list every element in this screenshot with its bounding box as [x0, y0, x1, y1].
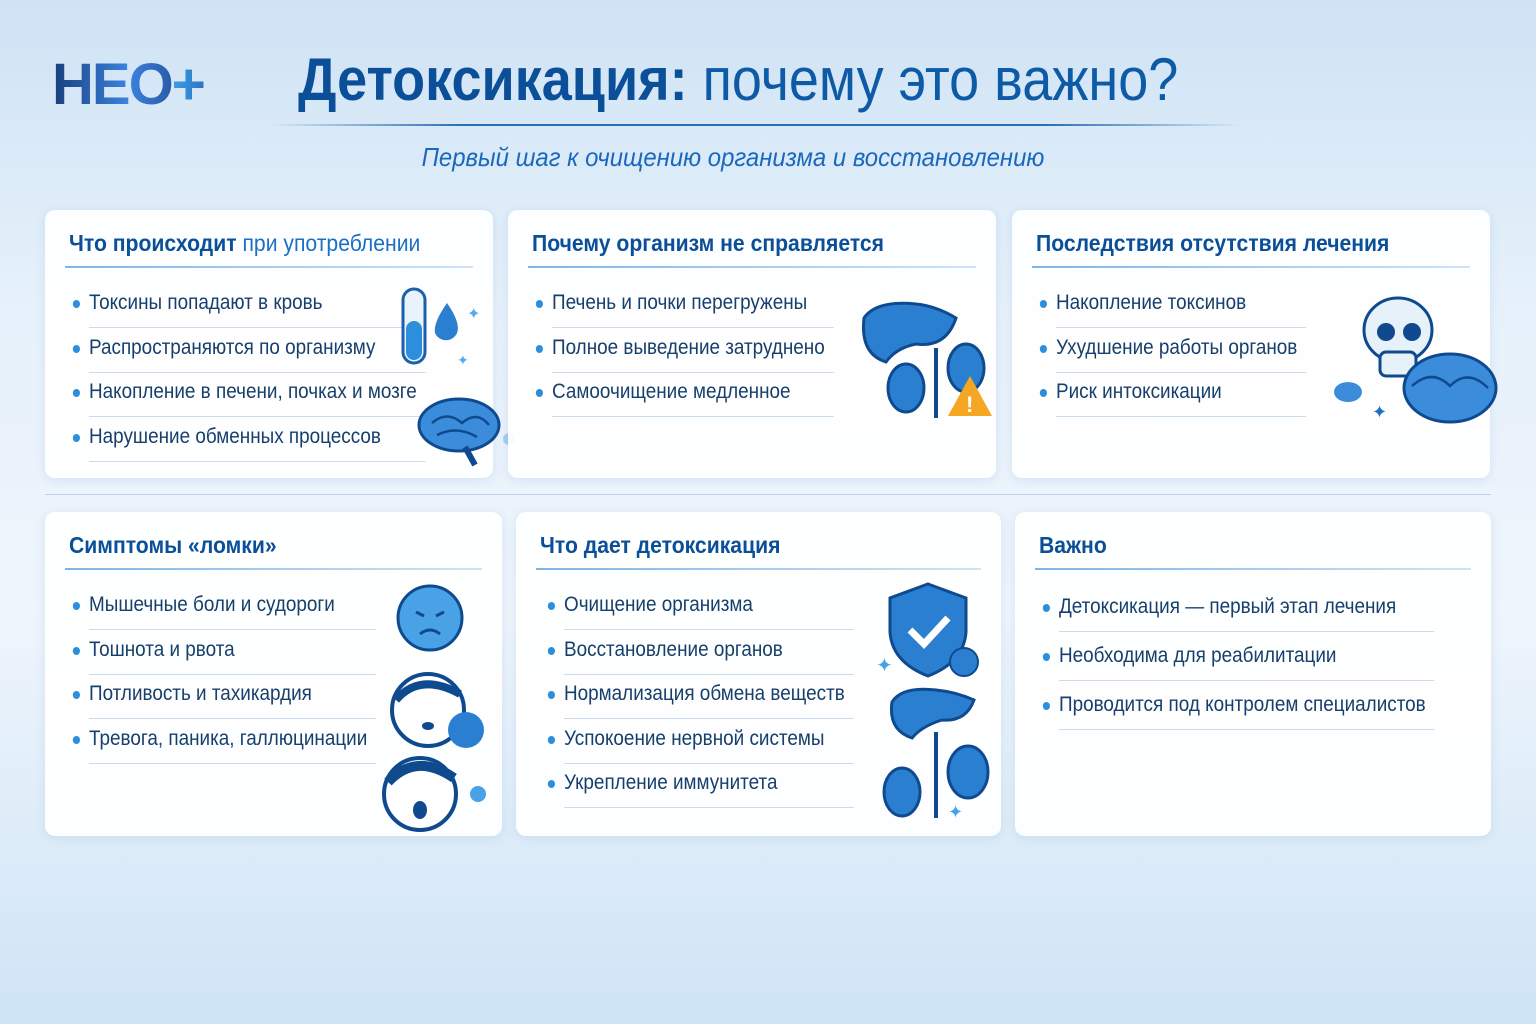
svg-text:✦: ✦ — [457, 352, 469, 368]
divider — [65, 266, 473, 268]
brain-icon — [417, 397, 515, 467]
sick-faces-icon — [382, 584, 486, 832]
list-item: Нарушение обменных процессов — [71, 420, 426, 465]
list: Печень и почки перегружены Полное выведе… — [534, 286, 857, 420]
list-item: Необходима для реабилитации — [1041, 639, 1436, 688]
list: Мышечные боли и судороги Тошнота и рвота… — [71, 588, 400, 766]
card-title: Важно — [1039, 532, 1107, 559]
list-item: Ухудшение работы органов — [1038, 331, 1307, 376]
list: Токсины попадают в кровь Распространяютс… — [71, 286, 455, 464]
svg-text:✦: ✦ — [467, 306, 480, 323]
skull-brain-icon: ✦ — [1334, 296, 1498, 424]
svg-text:✦: ✦ — [1372, 402, 1387, 422]
list: Детоксикация — первый этап лечения Необх… — [1041, 590, 1468, 737]
card-title-bold: Симптомы «ломки» — [69, 532, 277, 558]
shield-organs-icon: ✦✦ — [876, 582, 990, 822]
list-item: Детоксикация — первый этап лечения — [1041, 590, 1436, 639]
list: Накопление токсинов Ухудшение работы орг… — [1038, 286, 1326, 420]
card-what-happens: Что происходит при употреблении Токсины … — [45, 210, 515, 478]
card-title-bold: Важно — [1039, 532, 1107, 558]
list-item: Успокоение нервной системы — [546, 722, 854, 767]
title-underline — [270, 124, 1240, 126]
card-title-bold: Почему организм не справляется — [532, 230, 885, 256]
card-withdrawal-symptoms: Симптомы «ломки» Мышечные боли и судорог… — [45, 512, 502, 836]
divider — [1035, 568, 1471, 570]
card-important: Важно Детоксикация — первый этап лечения… — [1015, 512, 1491, 836]
list-item: Распространяются по организму — [71, 331, 426, 376]
card-title: Последствия отсутствия лечения — [1036, 230, 1389, 257]
list-item: Печень и почки перегружены — [534, 286, 834, 331]
list-item: Накопление токсинов — [1038, 286, 1307, 331]
list-item: Накопление в печени, почках и мозге — [71, 375, 426, 420]
section-divider — [45, 494, 1491, 495]
list-item: Потливость и тахикардия — [71, 677, 377, 722]
title-rest: почему это важно? — [687, 46, 1179, 113]
logo-plus: + — [171, 52, 206, 117]
test-tube-drop-icon: ✦✦ — [401, 287, 480, 368]
card-title: Что дает детоксикация — [540, 532, 780, 559]
divider — [65, 568, 482, 570]
list-item: Самоочищение медленное — [534, 375, 834, 420]
card-title-bold: Последствия отсутствия лечения — [1036, 230, 1390, 256]
list: Очищение организма Восстановление органо… — [546, 588, 878, 811]
list-item: Восстановление органов — [546, 633, 854, 678]
list-item: Полное выведение затруднено — [534, 331, 834, 376]
card-title: Что происходит при употреблении — [69, 230, 420, 257]
list-item: Тревога, паника, галлюцинации — [71, 722, 377, 767]
list-item: Очищение организма — [546, 588, 854, 633]
svg-text:!: ! — [966, 392, 973, 417]
liver-kidney-warning-icon: ! — [861, 301, 992, 418]
list-item: Проводится под контролем специалистов — [1041, 688, 1436, 737]
page-title: Детоксикация: почему это важно? — [298, 44, 1178, 116]
card-detox-benefits: Что дает детоксикация Очищение организма… — [516, 512, 1001, 836]
svg-text:✦: ✦ — [876, 655, 893, 677]
divider — [528, 266, 976, 268]
card-title-bold: Что дает детоксикация — [540, 532, 781, 558]
card-why-body-fails: Почему организм не справляется Печень и … — [508, 210, 996, 478]
card-title: Симптомы «ломки» — [69, 532, 277, 559]
card-title-rest: при употреблении — [236, 230, 421, 256]
list-item: Тошнота и рвота — [71, 633, 377, 678]
logo-text: НЕО — [52, 52, 172, 117]
card-title-bold: Что происходит — [69, 230, 237, 256]
subtitle: Первый шаг к очищению организма и восста… — [421, 142, 1045, 172]
list-item: Укрепление иммунитета — [546, 766, 854, 811]
logo: НЕО+ — [52, 56, 206, 114]
list-item: Мышечные боли и судороги — [71, 588, 377, 633]
list-item: Нормализация обмена веществ — [546, 677, 854, 722]
divider — [1032, 266, 1470, 268]
svg-text:✦: ✦ — [948, 802, 963, 822]
divider — [536, 568, 981, 570]
card-title: Почему организм не справляется — [532, 230, 884, 257]
card-consequences: Последствия отсутствия лечения Накоплени… — [1012, 210, 1498, 478]
title-bold: Детоксикация: — [298, 46, 688, 113]
list-item: Токсины попадают в кровь — [71, 286, 426, 331]
list-item: Риск интоксикации — [1038, 375, 1307, 420]
